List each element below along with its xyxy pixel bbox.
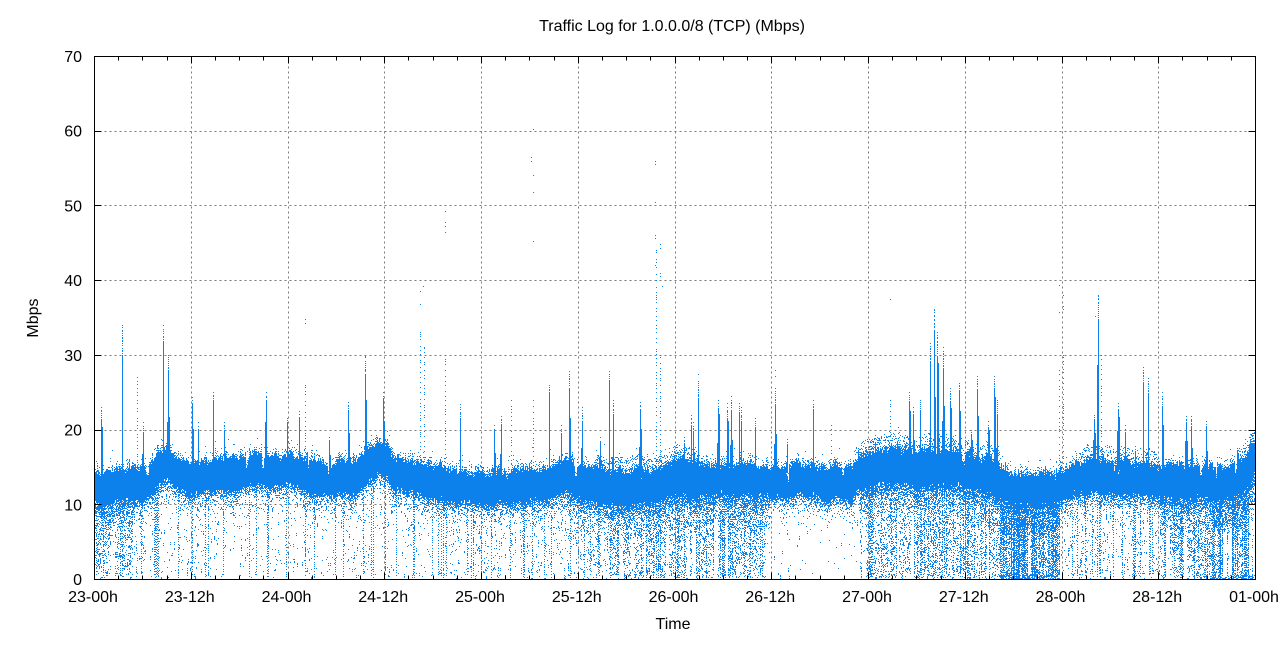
svg-text:30: 30 [64,348,82,365]
svg-text:27-00h: 27-00h [842,589,892,606]
svg-text:27-12h: 27-12h [939,589,989,606]
svg-text:24-00h: 24-00h [262,589,312,606]
svg-text:10: 10 [64,497,82,514]
svg-text:23-00h: 23-00h [68,589,118,606]
svg-text:28-12h: 28-12h [1132,589,1182,606]
svg-text:26-12h: 26-12h [745,589,795,606]
svg-text:0: 0 [73,572,82,589]
svg-text:Time: Time [656,616,691,633]
svg-text:Traffic Log for 1.0.0.0/8 (TCP: Traffic Log for 1.0.0.0/8 (TCP) (Mbps) [539,18,805,35]
svg-text:Mbps: Mbps [25,298,42,337]
svg-text:25-12h: 25-12h [552,589,602,606]
svg-text:25-00h: 25-00h [455,589,505,606]
svg-text:26-00h: 26-00h [649,589,699,606]
svg-text:20: 20 [64,423,82,440]
svg-text:40: 40 [64,273,82,290]
svg-text:50: 50 [64,198,82,215]
svg-text:60: 60 [64,124,82,141]
svg-text:01-00h: 01-00h [1229,589,1279,606]
svg-text:70: 70 [64,49,82,66]
svg-text:28-00h: 28-00h [1036,589,1086,606]
svg-text:24-12h: 24-12h [358,589,408,606]
svg-text:23-12h: 23-12h [165,589,215,606]
